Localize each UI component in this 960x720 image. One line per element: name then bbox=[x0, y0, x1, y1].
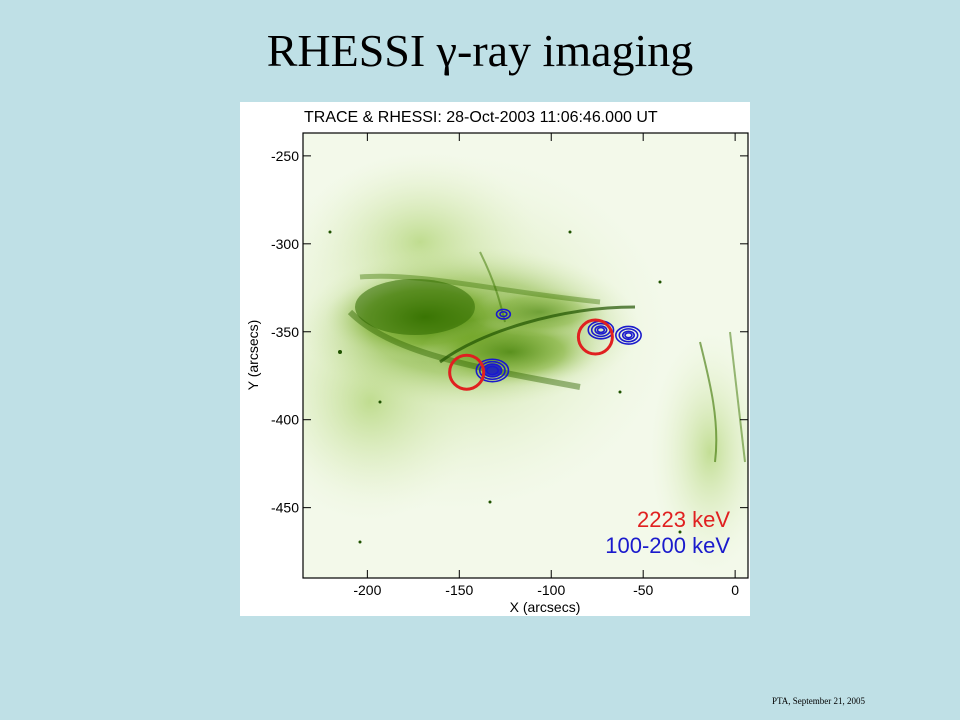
y-tick-label: -250 bbox=[271, 148, 299, 164]
x-tick-label: -150 bbox=[445, 582, 473, 598]
x-tick-label: -100 bbox=[537, 582, 565, 598]
gamma-source-circle bbox=[448, 353, 486, 391]
hxr-contour bbox=[618, 328, 639, 343]
legend-label-2223kev: 2223 keV bbox=[637, 507, 730, 532]
y-axis-label: Y (arcsecs) bbox=[245, 320, 261, 391]
legend-label-100-200kev: 100-200 keV bbox=[605, 533, 730, 558]
hxr-contour bbox=[621, 330, 636, 341]
hxr-contour bbox=[499, 310, 508, 318]
solar-image-plot: -200 -150 -100 -50 0 -250 -300 -350 -400 -450 TR… bbox=[245, 109, 749, 615]
plot-frame bbox=[302, 132, 749, 579]
y-axis-ticks: -250 -300 -350 -400 -450 bbox=[271, 148, 748, 516]
x-axis-label: X (arcsecs) bbox=[510, 599, 581, 615]
plot-title: TRACE & RHESSI: 28-Oct-2003 11:06:46.000… bbox=[304, 109, 658, 126]
gamma-source-circle bbox=[576, 318, 614, 356]
hxr-contour bbox=[478, 360, 506, 381]
y-tick-label: -300 bbox=[271, 236, 299, 252]
x-tick-label: -50 bbox=[633, 582, 653, 598]
x-tick-label: -200 bbox=[353, 582, 381, 598]
y-tick-label: -350 bbox=[271, 324, 299, 340]
hxr-contour bbox=[624, 332, 633, 339]
hxr-contour bbox=[495, 308, 512, 320]
x-tick-label: 0 bbox=[731, 582, 739, 598]
hxr-core bbox=[483, 363, 502, 378]
x-axis-ticks: -200 -150 -100 -50 0 bbox=[353, 133, 739, 598]
solar-image-figure: -200 -150 -100 -50 0 -250 -300 -350 -400 -450 TR… bbox=[240, 102, 750, 616]
footer-text: PTA, September 21, 2005 bbox=[772, 696, 866, 706]
trace-image bbox=[303, 133, 748, 578]
hxr-contour bbox=[615, 325, 642, 345]
gamma-ray-sources bbox=[448, 318, 614, 391]
y-tick-label: -450 bbox=[271, 500, 299, 516]
slide-title: RHESSI γ-ray imaging bbox=[266, 25, 694, 76]
hxr-contour bbox=[475, 358, 510, 383]
hxr-contour bbox=[596, 326, 606, 334]
hxr-contour bbox=[594, 325, 608, 335]
y-tick-label: -400 bbox=[271, 412, 299, 428]
